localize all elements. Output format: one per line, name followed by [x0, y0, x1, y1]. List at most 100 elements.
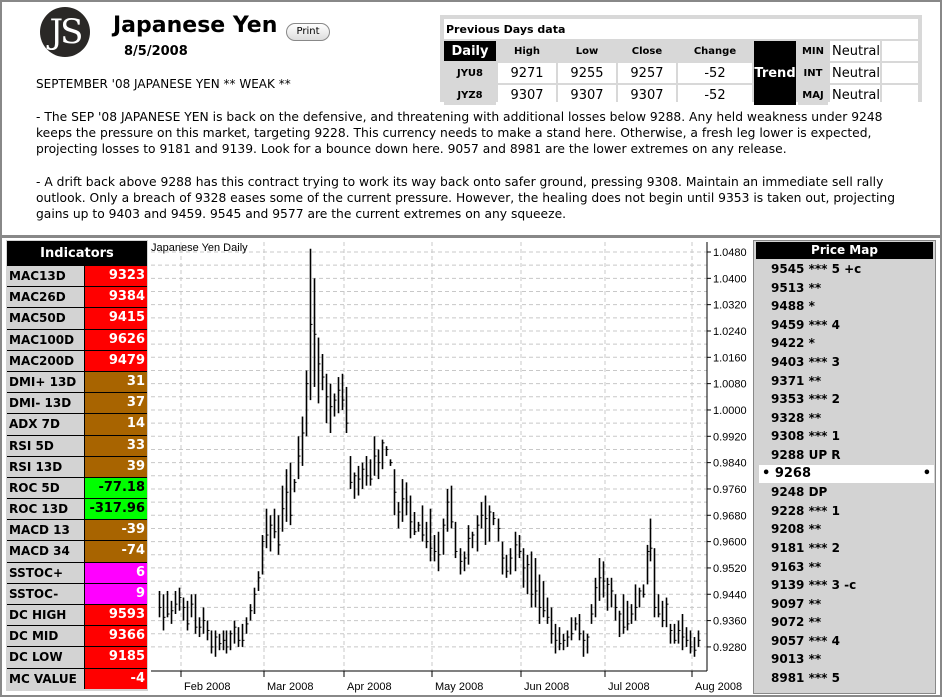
js-logo: JS [40, 7, 90, 57]
price-level: 9072 ** [768, 613, 922, 632]
price-map-panel: Price Map 9545 *** 5 +c 9513 ** 9488 * 9459… [753, 240, 936, 694]
trend-term: MAJ [798, 85, 829, 105]
indicator-label: DC MID [7, 626, 85, 647]
indicator-row: SSTOC+ 6 [7, 561, 147, 583]
indicator-value: -77.18 [85, 477, 147, 499]
y-tick-label: 1.0000 [713, 405, 747, 417]
indicator-value: 9479 [85, 350, 147, 371]
commentary-bearish: - The SEP '08 JAPANESE YEN is back on th… [36, 110, 883, 156]
price-level: 9545 *** 5 +c [768, 260, 922, 279]
x-tick-label: May 2008 [435, 681, 483, 693]
price-level: 8981 *** 5 [768, 669, 922, 688]
x-tick-label: Apr 2008 [347, 681, 392, 693]
indicator-label: DMI- 13D [7, 393, 85, 414]
indicator-value: 9384 [85, 287, 147, 308]
indicator-label: SSTOC+ [7, 562, 85, 583]
price-level: 9248 DP [768, 483, 922, 502]
price-level: 9353 *** 2 [768, 390, 922, 409]
price-level: 9459 *** 4 [768, 315, 922, 335]
close-value: 9307 [617, 85, 676, 105]
indicator-value: -4 [85, 668, 147, 689]
x-tick-label: Jun 2008 [524, 681, 569, 693]
report-date: 8/5/2008 [124, 44, 188, 59]
empty-cell [882, 41, 918, 61]
price-chart: 1.0480 1.0400 1.0320 1.0240 1.0160 1.0080 1.00… [151, 242, 747, 693]
price-level: 9288 UP R [768, 445, 922, 465]
chart-title: Japanese Yen Daily [151, 242, 248, 254]
indicator-label: MAC50D [7, 308, 85, 329]
indicator-label: DMI+ 13D [7, 371, 85, 393]
indicator-label: DC HIGH [7, 605, 85, 626]
y-tick-label: 0.9840 [713, 458, 747, 470]
indicator-row: DMI- 13D 37 [7, 392, 147, 414]
indicator-row: MAC200D 9479 [7, 349, 147, 371]
indicator-value: -74 [85, 541, 147, 562]
empty-cell [882, 63, 918, 83]
low-value: 9307 [557, 85, 616, 105]
y-tick-label: 0.9920 [713, 431, 747, 443]
indicator-row: MC VALUE -4 [7, 667, 147, 689]
previous-days-table: Previous Days data Daily High Low Close … [440, 15, 922, 105]
y-tick-label: 1.0320 [713, 300, 747, 312]
indicator-list: MAC13D 9323 MAC26D 9384 MAC50D 9415 MAC100D 962… [7, 265, 147, 689]
y-tick-label: 0.9760 [713, 484, 747, 496]
y-tick-label: 0.9440 [713, 589, 747, 601]
indicator-label: MACD 13 [7, 520, 85, 541]
indicator-value: 31 [85, 371, 147, 393]
indicator-value: 37 [85, 393, 147, 414]
x-tick-label: Jul 2008 [608, 681, 650, 693]
price-level: 9163 ** [768, 557, 922, 577]
headline: SEPTEMBER '08 JAPANESE YEN ** WEAK ** [36, 77, 291, 91]
indicator-row: ADX 7D 14 [7, 413, 147, 435]
indicator-value: 33 [85, 435, 147, 456]
indicator-value: 6 [85, 562, 147, 583]
indicator-row: ROC 13D -317.96 [7, 498, 147, 520]
price-level: 9181 *** 2 [768, 538, 922, 558]
commentary-bullish: - A drift back above 9288 has this contr… [36, 175, 896, 221]
indicator-row: MAC100D 9626 [7, 328, 147, 350]
indicator-row: DMI+ 13D 31 [7, 370, 147, 393]
trend-term: INT [798, 63, 829, 83]
change-value: -52 [677, 63, 753, 83]
indicator-row: MAC26D 9384 [7, 286, 147, 308]
price-level: 9328 ** [768, 408, 922, 428]
price-level: 9097 ** [768, 594, 922, 614]
previous-days-caption: Previous Days data [444, 19, 918, 39]
indicator-value: 14 [85, 414, 147, 435]
trend-term: MIN [798, 41, 829, 61]
bullet-icon: • [922, 465, 931, 481]
current-price: • 9268 • [759, 464, 934, 484]
indicator-value: 39 [85, 456, 147, 477]
price-level: 9422 * [768, 334, 922, 353]
indicator-label: MAC100D [7, 329, 85, 350]
trend-value: Neutral [830, 85, 880, 105]
symbol: JYU8 [444, 63, 496, 83]
plot-area [151, 242, 707, 671]
y-tick-label: 0.9680 [713, 510, 747, 522]
indicator-row: MACD 34 -74 [7, 540, 147, 562]
x-tick-label: Aug 2008 [695, 681, 742, 693]
indicator-label: MACD 34 [7, 541, 85, 562]
daily-label: Daily [444, 41, 496, 61]
indicator-label: ROC 5D [7, 477, 85, 499]
indicator-label: MAC26D [7, 287, 85, 308]
y-tick-label: 1.0080 [713, 379, 747, 391]
x-tick-label: Feb 2008 [184, 681, 230, 693]
indicator-row: DC HIGH 9593 [7, 604, 147, 626]
current-price-value: 9268 [774, 465, 812, 481]
indicator-label: RSI 5D [7, 435, 85, 456]
x-tick-label: Mar 2008 [267, 681, 313, 693]
trend-value: Neutral [830, 41, 880, 61]
indicator-row: MACD 13 -39 [7, 519, 147, 541]
price-level: 9488 * [768, 297, 922, 316]
price-level: 9139 *** 3 -c [768, 576, 922, 595]
indicator-value: -317.96 [85, 499, 147, 520]
indicator-row: RSI 5D 33 [7, 434, 147, 456]
print-button[interactable]: Print [286, 23, 330, 41]
symbol: JYZ8 [444, 85, 496, 105]
y-tick-label: 1.0160 [713, 352, 747, 364]
indicator-label: MAC13D [7, 266, 85, 287]
empty-cell [882, 85, 918, 105]
indicator-label: MC VALUE [7, 668, 85, 689]
